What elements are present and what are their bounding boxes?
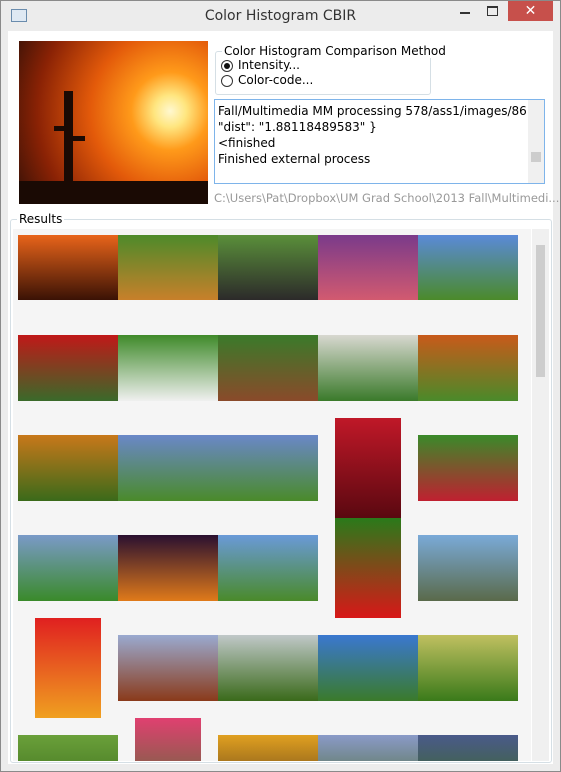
log-line: "dist": "1.88118489583" } [218,120,377,134]
window-title: Color Histogram CBIR [204,8,357,24]
result-thumbnail[interactable] [18,735,118,761]
result-thumbnail[interactable] [335,418,401,518]
close-button[interactable]: ✕ [508,1,553,21]
results-title: Results [17,212,65,226]
result-thumbnail[interactable] [418,735,518,761]
query-path: C:\Users\Pat\Dropbox\UM Grad School\2013… [214,191,560,205]
result-thumbnail[interactable] [335,518,401,618]
result-thumbnail[interactable] [218,235,318,300]
radio-option[interactable]: Color-code... [221,73,421,88]
result-thumbnail[interactable] [218,535,318,601]
result-thumbnail[interactable] [35,618,101,718]
query-image [19,41,208,204]
result-thumbnail[interactable] [18,435,118,501]
app-icon [11,9,27,22]
result-thumbnail[interactable] [118,235,218,300]
maximize-button[interactable] [479,1,507,21]
result-thumbnail[interactable] [218,335,318,401]
result-thumbnail[interactable] [18,335,118,401]
result-thumbnail[interactable] [135,718,201,761]
result-thumbnail[interactable] [118,335,218,401]
result-thumbnail[interactable] [118,635,218,701]
result-thumbnail[interactable] [318,635,418,701]
radio-option[interactable]: Intensity... [221,58,421,73]
result-thumbnail[interactable] [218,635,318,701]
output-textbox[interactable]: Fall/Multimedia MM processing 578/ass1/i… [214,99,545,184]
radio-label: Intensity... [238,58,300,72]
result-thumbnail[interactable] [118,535,218,601]
radio-dot [224,63,230,69]
result-thumbnail[interactable] [418,635,518,701]
result-thumbnail[interactable] [418,335,518,401]
log-line: Fall/Multimedia MM processing 578/ass1/i… [218,104,545,118]
radio-circle [221,60,233,72]
result-thumbnail[interactable] [418,235,518,300]
radio-label: Color-code... [238,73,314,87]
textbox-scrollbar[interactable] [528,100,544,183]
result-thumbnail[interactable] [418,535,518,601]
group-title: Color Histogram Comparison Method [222,44,448,58]
minimize-button[interactable] [451,1,479,21]
result-thumbnail[interactable] [218,735,318,761]
results-scrollbar[interactable] [532,229,549,761]
results-group: Results [10,212,552,763]
log-line: Finished external process [218,152,371,166]
log-line: <finished [218,136,276,150]
result-thumbnail[interactable] [318,335,418,401]
result-thumbnail[interactable] [318,235,418,300]
result-thumbnail[interactable] [318,735,418,761]
results-list [13,229,531,761]
result-thumbnail[interactable] [118,435,318,501]
result-thumbnail[interactable] [18,535,118,601]
client-area: Color Histogram Comparison Method Intens… [8,31,559,764]
radio-circle [221,75,233,87]
title-bar: Color Histogram CBIR ✕ [1,1,560,31]
result-thumbnail[interactable] [18,235,118,300]
method-group: Color Histogram Comparison Method Intens… [215,44,448,95]
result-thumbnail[interactable] [418,435,518,501]
